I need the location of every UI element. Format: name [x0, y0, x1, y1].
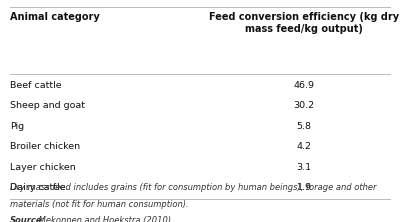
- Text: 5.8: 5.8: [296, 122, 312, 131]
- Text: Sheep and goat: Sheep and goat: [10, 101, 85, 111]
- Text: Dairy cattle: Dairy cattle: [10, 183, 66, 192]
- Text: materials (not fit for human consumption).: materials (not fit for human consumption…: [10, 200, 189, 209]
- Text: 4.2: 4.2: [296, 142, 312, 151]
- Text: 46.9: 46.9: [294, 81, 314, 90]
- Text: Beef cattle: Beef cattle: [10, 81, 62, 90]
- Text: Feed conversion efficiency (kg dry
mass feed/kg output): Feed conversion efficiency (kg dry mass …: [209, 12, 399, 34]
- Text: Source:: Source:: [10, 216, 46, 222]
- Text: Mekonnen and Hoekstra (2010).: Mekonnen and Hoekstra (2010).: [36, 216, 174, 222]
- Text: 3.1: 3.1: [296, 163, 312, 172]
- Text: 1.9: 1.9: [296, 183, 312, 192]
- Text: Animal category: Animal category: [10, 12, 100, 22]
- Text: Layer chicken: Layer chicken: [10, 163, 76, 172]
- Text: Pig: Pig: [10, 122, 24, 131]
- Text: Broiler chicken: Broiler chicken: [10, 142, 80, 151]
- Text: 30.2: 30.2: [294, 101, 314, 111]
- Text: Dry mass feed includes grains (fit for consumption by human beings), forage and : Dry mass feed includes grains (fit for c…: [10, 183, 376, 192]
